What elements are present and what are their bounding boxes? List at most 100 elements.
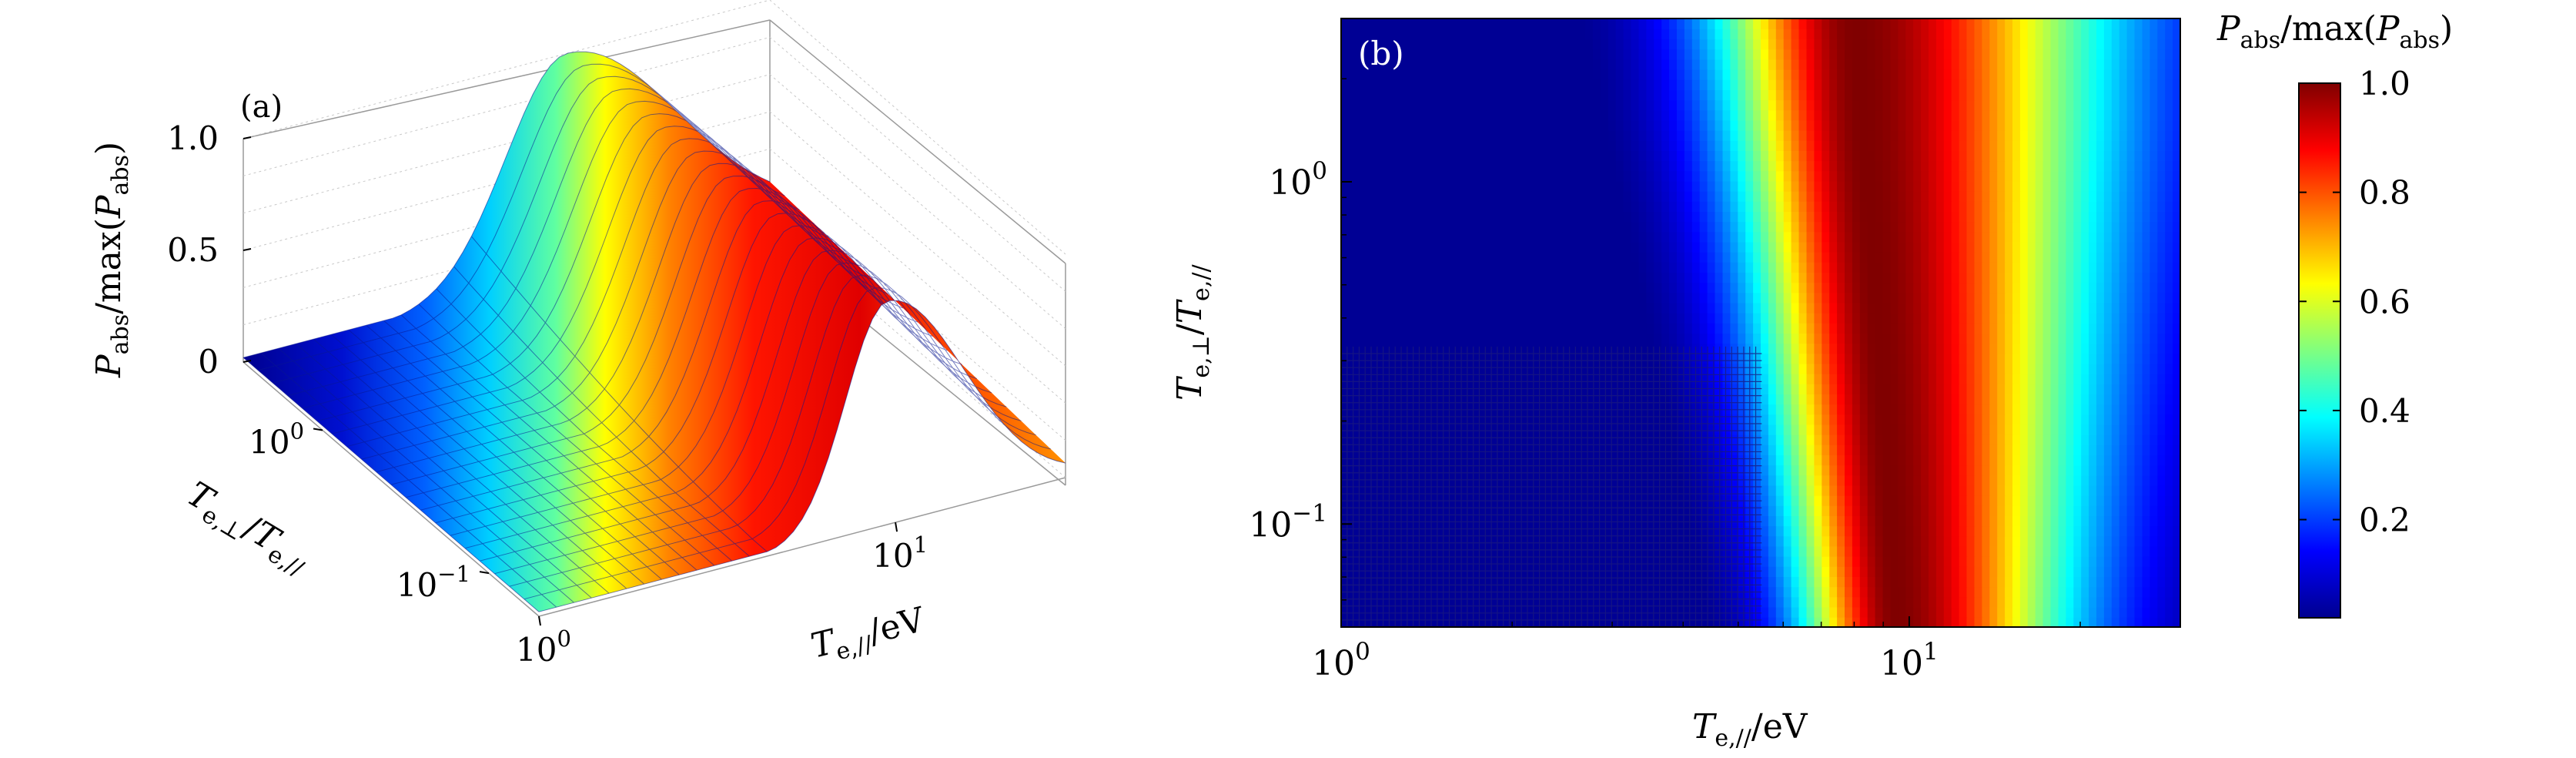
heatmap-cell	[1478, 414, 1487, 425]
heatmap-cell	[2081, 282, 2089, 293]
heatmap-cell	[2165, 302, 2173, 314]
heatmap-cell	[1348, 333, 1357, 344]
heatmap-cell	[1730, 454, 1739, 466]
heatmap-cell	[1363, 333, 1373, 344]
heatmap-cell	[1677, 545, 1685, 557]
heatmap-cell	[1394, 515, 1403, 527]
heatmap-cell	[1646, 515, 1655, 527]
heatmap-cell	[1845, 414, 1853, 425]
heatmap-cell	[1562, 282, 1571, 293]
heatmap-cell	[1524, 170, 1533, 182]
heatmap-cell	[2089, 292, 2097, 304]
heatmap-cell	[1951, 444, 1960, 455]
heatmap-cell	[1997, 262, 2006, 273]
heatmap-cell	[1524, 505, 1533, 516]
heatmap-cell	[1677, 312, 1685, 324]
heatmap-cell	[2050, 343, 2059, 354]
heatmap-cell	[1852, 251, 1861, 263]
heatmap-cell	[1447, 505, 1457, 516]
heatmap-cell	[1593, 353, 1601, 364]
heatmap-cell	[2050, 262, 2059, 273]
heatmap-cell	[2012, 292, 2021, 304]
heatmap-cell	[1722, 272, 1731, 283]
heatmap-cell	[1753, 465, 1761, 476]
heatmap-cell	[2134, 495, 2143, 506]
heatmap-cell	[1715, 231, 1724, 243]
heatmap-cell	[1913, 596, 1922, 608]
heatmap-cell	[1738, 190, 1746, 202]
heatmap-cell	[1341, 343, 1350, 354]
heatmap-cell	[1394, 535, 1403, 547]
heatmap-cell	[2134, 201, 2143, 212]
heatmap-cell	[1615, 312, 1624, 324]
heatmap-cell	[1722, 302, 1731, 314]
heatmap-cell	[1951, 373, 1960, 384]
heatmap-cell	[1570, 555, 1578, 567]
heatmap-cell	[2119, 363, 2128, 374]
heatmap-cell	[1623, 414, 1632, 425]
heatmap-cell	[1531, 302, 1541, 314]
heatmap-cell	[1631, 190, 1640, 202]
heatmap-cell	[1798, 312, 1808, 324]
heatmap-cell	[1440, 302, 1449, 314]
heatmap-cell	[2111, 373, 2120, 384]
heatmap-cell	[2042, 444, 2052, 455]
heatmap-cell	[1402, 180, 1410, 192]
heatmap-cell	[2134, 363, 2143, 374]
heatmap-cell	[1379, 292, 1388, 304]
heatmap-cell	[1882, 292, 1892, 304]
heatmap-cell	[2042, 221, 2052, 233]
heatmap-cell	[1997, 525, 2006, 537]
heatmap-cell	[2165, 282, 2173, 293]
heatmap-cell	[1997, 394, 2006, 405]
heatmap-cell	[1447, 475, 1457, 486]
heatmap-cell	[1791, 404, 1800, 415]
heatmap-cell	[1699, 535, 1708, 547]
heatmap-cell	[1905, 515, 1914, 527]
heatmap-cell	[1646, 616, 1655, 627]
heatmap-cell	[1631, 292, 1640, 304]
heatmap-cell	[1859, 606, 1868, 618]
heatmap-cell	[1585, 221, 1594, 233]
heatmap-cell	[2142, 211, 2151, 223]
heatmap-cell	[1470, 525, 1480, 537]
heatmap-cell	[2149, 292, 2159, 304]
heatmap-cell	[2165, 353, 2173, 364]
heatmap-cell	[2126, 292, 2136, 304]
heatmap-cell	[1822, 373, 1830, 384]
heatmap-cell	[1875, 190, 1884, 202]
heatmap-cell	[2119, 454, 2128, 466]
heatmap-cell	[1722, 323, 1731, 334]
heatmap-cell	[1494, 475, 1502, 486]
heatmap-cell	[2149, 434, 2159, 445]
heatmap-cell	[1539, 525, 1548, 537]
heatmap-cell	[1966, 251, 1975, 263]
heatmap-cell	[1822, 343, 1830, 354]
heatmap-cell	[2035, 190, 2044, 202]
heatmap-cell	[1623, 312, 1632, 324]
heatmap-cell	[1455, 343, 1464, 354]
heatmap-cell	[1913, 535, 1922, 547]
heatmap-cell	[1654, 475, 1662, 486]
heatmap-cell	[1738, 616, 1746, 627]
heatmap-cell	[1417, 454, 1426, 466]
heatmap-cell	[1531, 616, 1541, 627]
heatmap-cell	[1829, 586, 1838, 598]
heatmap-cell	[2050, 333, 2059, 344]
heatmap-cell	[1745, 170, 1754, 182]
heatmap-cell	[1379, 231, 1388, 243]
heatmap-cell	[2111, 515, 2120, 527]
heatmap-cell	[1509, 241, 1517, 253]
heatmap-cell	[1623, 180, 1632, 192]
heatmap-cell	[1753, 485, 1761, 496]
heatmap-cell	[2035, 231, 2044, 243]
heatmap-cell	[1463, 272, 1472, 283]
heatmap-cell	[1410, 333, 1418, 344]
heatmap-cell	[2126, 424, 2136, 435]
heatmap-cell	[1631, 221, 1640, 233]
heatmap-cell	[1509, 545, 1517, 557]
heatmap-cell	[1486, 373, 1494, 384]
heatmap-cell	[2126, 394, 2136, 405]
heatmap-cell	[1845, 170, 1853, 182]
heatmap-cell	[1859, 465, 1868, 476]
